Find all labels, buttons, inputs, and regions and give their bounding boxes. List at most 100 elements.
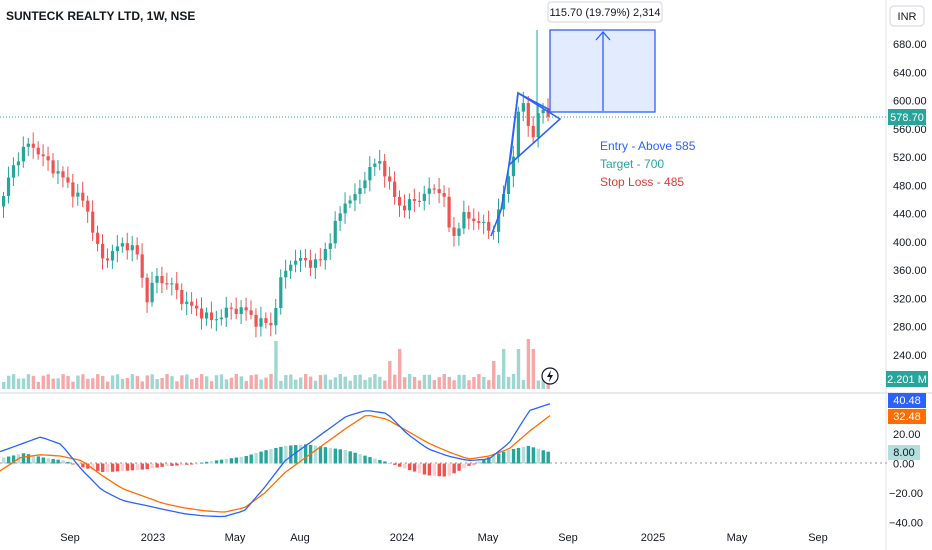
volume-bar	[348, 380, 352, 389]
histogram-bar	[487, 457, 491, 464]
triangle-pattern[interactable]	[507, 91, 562, 168]
volume-bar	[190, 379, 194, 389]
candle-body	[388, 176, 392, 182]
histogram-bar	[180, 463, 184, 466]
histogram-bar	[333, 448, 338, 464]
volume-bar	[482, 377, 486, 389]
histogram-bar	[521, 446, 526, 464]
histogram-bar	[457, 463, 461, 471]
price-tick-label: 640.00	[893, 67, 927, 79]
volume-bar	[254, 374, 258, 389]
histogram-bar	[234, 457, 239, 464]
volume-bar	[51, 378, 55, 389]
volume-bar	[289, 374, 293, 389]
candle-body	[541, 109, 545, 114]
volume-bar	[358, 374, 362, 389]
candle-body	[140, 254, 144, 278]
volume-bar	[437, 377, 441, 389]
volume-bar	[497, 374, 501, 389]
histogram-bar	[492, 455, 496, 464]
rally-trendline[interactable]	[490, 91, 551, 237]
price-tick-label: 600.00	[893, 96, 927, 108]
candle-body	[16, 161, 21, 166]
candle-body	[26, 143, 30, 147]
volume-bar	[447, 376, 451, 389]
volume-bar	[457, 374, 461, 389]
histogram-bar	[462, 463, 466, 469]
histogram-bar	[71, 463, 75, 465]
volume-bar	[16, 378, 21, 389]
volume-bar	[383, 380, 387, 389]
candle-body	[2, 196, 6, 207]
histogram-bar	[66, 461, 70, 464]
volume-bar	[21, 378, 26, 389]
candle-body	[398, 196, 402, 206]
histogram-bar	[383, 461, 387, 464]
volume-bar	[66, 375, 70, 389]
volume-tag	[886, 371, 928, 387]
candle-body	[452, 227, 456, 236]
candle-body	[432, 188, 436, 190]
macd-axis[interactable]: −40.00 −20.00 0.00 20.00	[889, 429, 923, 530]
histogram-bar	[472, 463, 476, 465]
histogram-bar	[239, 456, 243, 464]
candle-body	[501, 193, 506, 210]
candle-body	[437, 189, 441, 194]
candle-body	[472, 218, 476, 222]
histogram-bar	[501, 451, 506, 464]
candle-body	[487, 221, 491, 231]
candle-body	[467, 211, 471, 219]
histogram-bar	[546, 451, 550, 464]
time-tick-label: Sep	[60, 532, 80, 544]
histogram-bar	[477, 461, 481, 464]
time-axis[interactable]: Sep 2023 May Aug 2024 May Sep 2025 May Sep	[60, 532, 828, 544]
volume-bar	[2, 382, 6, 389]
candle-body	[165, 283, 169, 285]
volume-bar	[526, 339, 531, 389]
candle-body	[209, 312, 214, 321]
candle-body	[531, 125, 535, 138]
candle-body	[125, 243, 129, 251]
histogram-bar	[61, 460, 65, 464]
candle-body	[56, 171, 60, 174]
entry-annotation: Entry - Above 585	[600, 139, 696, 153]
volume-bar	[31, 375, 36, 389]
last-price-value: 578.70	[890, 112, 924, 124]
histogram-bar	[531, 447, 536, 464]
histogram-bar	[91, 463, 95, 470]
currency-button[interactable]	[889, 5, 925, 27]
candle-body	[204, 312, 209, 319]
candle-body	[96, 232, 100, 244]
histogram-bar	[328, 447, 333, 464]
candle-body	[323, 248, 327, 261]
volume-bar	[422, 374, 427, 389]
candle-body	[61, 171, 65, 178]
histogram-bar	[526, 445, 531, 464]
candle-body	[348, 200, 352, 204]
volume-bar	[452, 380, 456, 389]
histogram-bar	[482, 459, 486, 464]
histogram-bar	[516, 447, 521, 464]
histogram-bar	[56, 459, 60, 464]
histogram-bar	[447, 463, 451, 476]
volume-bar	[160, 377, 164, 389]
volume-bar	[274, 341, 278, 389]
candle-body	[506, 176, 511, 194]
histogram-bar	[105, 463, 110, 473]
histogram-bar	[249, 454, 253, 464]
volume-bar	[536, 380, 540, 389]
candle-body	[224, 307, 228, 318]
volume-bar	[96, 374, 100, 389]
macd-tick-label: −40.00	[889, 518, 923, 530]
volume-bar	[412, 376, 417, 389]
price-axis[interactable]: 240.00 280.00 320.00 360.00 400.00 440.00 480.…	[893, 39, 927, 362]
candle-body	[195, 305, 199, 309]
histogram-bar	[388, 463, 392, 465]
volume-bar	[249, 375, 253, 389]
price-tick-label: 360.00	[893, 265, 927, 277]
histogram-bar	[175, 463, 179, 466]
candle-body	[546, 109, 550, 117]
volume-bar	[388, 361, 392, 389]
candle-body	[130, 245, 134, 251]
